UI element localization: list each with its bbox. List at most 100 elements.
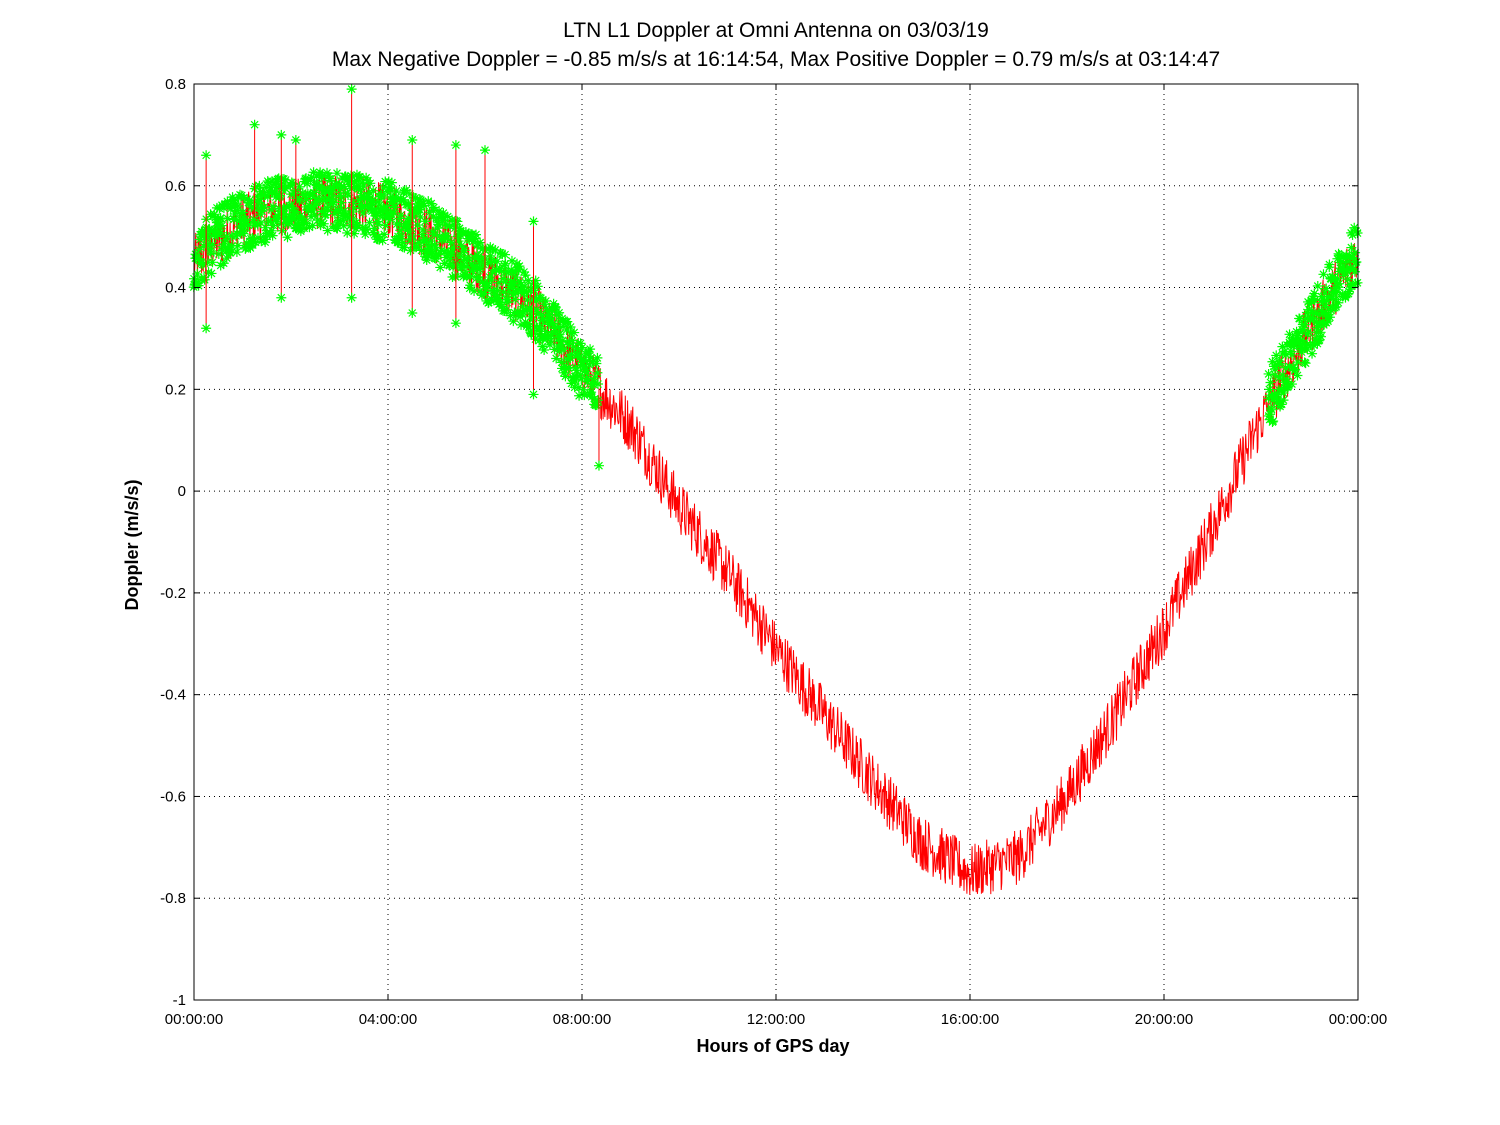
asterisk-marker [498,287,509,298]
asterisk-marker [221,231,232,242]
asterisk-marker [522,295,533,305]
asterisk-marker [290,206,301,217]
y-tick-label: -0.6 [160,788,186,805]
outlier-asterisk [201,323,212,334]
asterisk-marker [566,378,577,389]
asterisk-marker [1272,359,1283,370]
asterisk-marker [427,247,438,258]
asterisk-marker [1333,297,1344,308]
asterisk-marker [446,237,457,248]
asterisk-marker [229,209,240,219]
asterisk-marker [242,194,253,205]
asterisk-marker [343,179,354,190]
asterisk-marker [354,171,365,182]
asterisk-marker [322,167,333,178]
asterisk-marker [428,202,439,213]
asterisk-marker [344,176,355,187]
asterisk-marker [521,287,532,298]
asterisk-marker [561,324,572,335]
asterisk-marker [221,253,232,264]
asterisk-marker [232,240,243,251]
asterisk-marker [502,294,513,305]
asterisk-marker [288,205,299,216]
y-tick-label: 0.8 [165,76,186,93]
asterisk-marker [1318,296,1329,307]
asterisk-marker [1273,394,1284,405]
asterisk-marker [505,310,516,321]
asterisk-marker [324,175,335,186]
asterisk-marker [310,200,321,211]
asterisk-marker [1267,356,1278,367]
asterisk-marker [254,180,265,191]
asterisk-marker [418,236,429,247]
asterisk-marker [373,219,384,230]
asterisk-marker [326,187,337,198]
asterisk-marker [360,229,371,240]
asterisk-marker [266,225,277,236]
asterisk-marker [261,228,272,239]
asterisk-marker [260,234,271,245]
green-marker-band-1 [188,167,603,411]
asterisk-marker [587,356,598,367]
asterisk-marker [297,213,308,224]
asterisk-marker [502,297,513,308]
asterisk-marker [320,209,331,220]
asterisk-marker [248,214,259,225]
asterisk-marker [1302,329,1313,340]
data-series [188,84,1363,895]
asterisk-marker [474,264,485,275]
asterisk-marker [1303,327,1314,338]
asterisk-marker [571,365,582,376]
asterisk-marker [1268,361,1279,372]
asterisk-marker [320,185,331,196]
asterisk-marker [233,201,244,212]
asterisk-marker [509,278,520,289]
asterisk-marker [494,263,505,274]
asterisk-marker [281,202,292,213]
asterisk-marker [265,216,276,227]
asterisk-marker [391,186,402,197]
asterisk-marker [1316,305,1327,316]
asterisk-marker [1327,293,1338,304]
asterisk-marker [259,202,270,213]
asterisk-marker [566,349,577,360]
asterisk-marker [315,220,326,231]
asterisk-marker [1346,242,1357,253]
asterisk-marker [476,290,487,301]
asterisk-marker [353,180,364,191]
x-tick-label: 00:00:00 [1329,1011,1387,1028]
asterisk-marker [578,354,589,365]
asterisk-marker [1278,388,1289,399]
asterisk-marker [548,298,559,309]
asterisk-marker [1312,281,1323,292]
asterisk-marker [305,175,316,186]
asterisk-marker [399,242,410,253]
asterisk-marker [217,241,228,252]
asterisk-marker [1270,370,1281,381]
asterisk-marker [540,326,551,337]
asterisk-marker [492,290,503,301]
asterisk-marker [541,303,552,314]
asterisk-marker [1297,325,1308,336]
chart-title: LTN L1 Doppler at Omni Antenna on 03/03/… [563,19,989,42]
asterisk-marker [551,322,562,333]
asterisk-marker [268,201,279,212]
asterisk-marker [564,336,575,347]
asterisk-marker [1320,301,1331,312]
asterisk-marker [273,173,284,184]
asterisk-marker [534,335,545,346]
asterisk-marker [462,252,473,263]
x-axis-ticks: 00:00:00 04:00:00 08:00:00 12:00:00 16:00:00… [165,84,1387,1028]
y-tick-label: -0.2 [160,585,186,602]
asterisk-marker [341,211,352,222]
asterisk-marker [517,301,528,312]
asterisk-marker [380,210,391,221]
asterisk-marker [217,220,228,231]
asterisk-marker [1289,339,1300,350]
asterisk-marker [527,294,538,305]
asterisk-marker [585,344,596,355]
y-axis-label: Doppler (m/s/s) [122,479,142,610]
asterisk-marker [332,168,343,179]
asterisk-marker [383,176,394,187]
asterisk-marker [386,185,397,196]
